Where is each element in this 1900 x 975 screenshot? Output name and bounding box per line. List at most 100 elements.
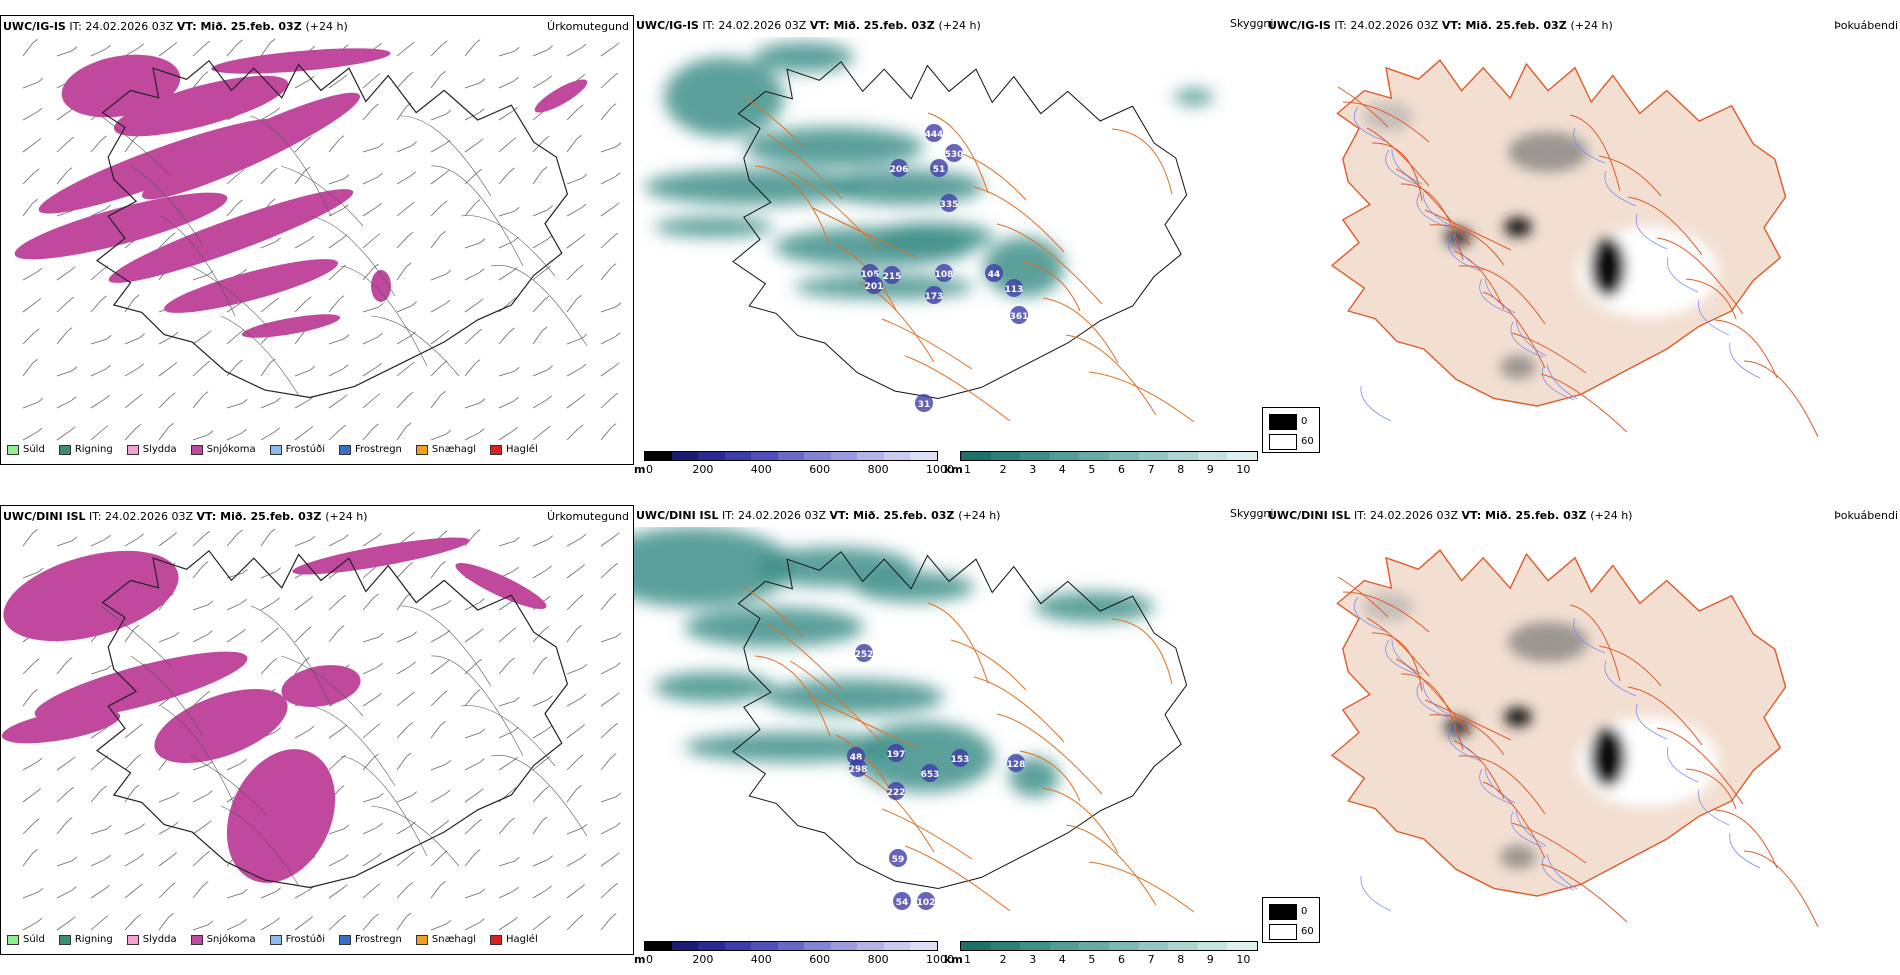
coastline — [732, 61, 1188, 400]
wind-barb — [124, 883, 143, 899]
colorbar-cell — [961, 942, 991, 950]
road-line — [1685, 768, 1737, 810]
wind-barb — [362, 103, 379, 121]
wind-barb — [328, 204, 349, 217]
legend-item-frostúði: Frostúði — [269, 934, 325, 945]
cloud-visibility-map: 252 48 197 153 298 653 128 222 59 54 102 — [634, 527, 1195, 913]
colorbar-cell — [1227, 452, 1257, 460]
cloud-base-label: 128 — [1007, 760, 1026, 770]
wind-barb — [464, 628, 484, 643]
river-line — [1542, 364, 1575, 401]
lead-time: (+24 h) — [958, 509, 1001, 522]
legend-label: Slydda — [142, 934, 177, 945]
wind-barb — [532, 565, 552, 579]
wind-barb — [328, 594, 346, 611]
wind-barb — [396, 422, 412, 441]
legend-label: Frostregn — [355, 934, 402, 945]
cloud-base-label: 206 — [890, 165, 909, 175]
road-line — [1366, 617, 1430, 677]
valid-time-label: VT: — [176, 20, 201, 33]
road-line — [1714, 809, 1778, 869]
wind-barb — [192, 790, 213, 803]
wind-barb — [328, 364, 349, 377]
legend-label: Snjókoma — [206, 444, 256, 455]
wind-barb — [532, 695, 553, 707]
wind-barb — [362, 332, 383, 345]
panel-title: Þokuábendi — [1834, 19, 1898, 32]
fog-legend-swatch — [1269, 414, 1297, 430]
road-line — [250, 115, 332, 217]
colorbar-cell — [698, 942, 725, 950]
wind-barb — [532, 205, 553, 217]
wind-barb — [566, 724, 586, 739]
road-line — [430, 165, 524, 267]
wind-barb — [226, 529, 243, 547]
wind-barb — [56, 536, 78, 547]
legend-swatch — [7, 444, 19, 455]
visibility-tick: 4 — [1058, 463, 1066, 476]
wind-barb — [22, 917, 43, 931]
snow-area — [61, 54, 181, 118]
river-line — [1698, 789, 1730, 826]
wind-barb — [226, 329, 245, 345]
road-line — [743, 586, 805, 638]
road-line — [996, 223, 1103, 305]
wind-barb — [260, 38, 276, 57]
visibility-tick: 6 — [1118, 953, 1125, 966]
colorbar-cell — [1020, 942, 1050, 950]
fog-legend-label: 60 — [1301, 436, 1314, 447]
wind-barb — [22, 328, 40, 345]
wind-barb — [600, 722, 618, 739]
river-line — [1385, 149, 1420, 186]
wind-barb — [532, 425, 551, 441]
cloud-base-label: 530 — [945, 150, 964, 160]
legend-swatch — [415, 934, 428, 945]
colorbar-cell — [1049, 942, 1080, 950]
wind-barb — [464, 398, 486, 409]
road-line — [950, 639, 1027, 691]
wind-barb — [124, 823, 145, 835]
snow-area — [14, 192, 228, 260]
river-line — [1604, 170, 1637, 207]
fog-legend: 0 60 — [1262, 407, 1320, 453]
legend-item-frostregn: Frostregn — [339, 934, 402, 945]
cloud-base-label: 102 — [917, 898, 936, 908]
cloud-base-blob — [849, 759, 867, 777]
wind-barb — [90, 364, 111, 377]
wind-barb — [362, 883, 381, 899]
cloud-base-blob — [935, 264, 953, 282]
legend-label: Frostregn — [355, 444, 402, 455]
wind-barb — [464, 598, 485, 611]
wind-barb — [90, 204, 111, 217]
wind-barb — [430, 170, 450, 185]
road-line — [1453, 250, 1505, 310]
wind-barb — [260, 427, 280, 441]
river-line — [1729, 832, 1761, 869]
legend-item-súld: Súld — [7, 444, 45, 455]
colorbar-cell — [804, 942, 831, 950]
cloud-base-blob — [921, 764, 939, 782]
init-time: IT: 24.02.2026 03Z — [1334, 19, 1442, 32]
wind-barb — [362, 172, 383, 185]
road-line — [766, 623, 843, 690]
wind-barb — [90, 334, 112, 345]
legend-label: Snæhagl — [431, 444, 477, 455]
legend-item-haglél: Haglél — [490, 444, 538, 455]
river-line — [1635, 703, 1668, 740]
cloud-base-blob — [917, 892, 935, 910]
wind-barb — [56, 886, 77, 899]
wind-barb — [56, 916, 76, 931]
wind-barb — [260, 358, 276, 377]
precip-type-map — [1, 528, 622, 931]
road-line — [789, 170, 881, 252]
fog-map — [1330, 549, 1819, 928]
wind-barb — [464, 888, 486, 899]
colorbar-cell — [830, 942, 858, 950]
model-name: UWC/DINI ISL — [636, 509, 719, 522]
cloud-base-label: 48 — [850, 753, 863, 763]
cloud-base-blob — [930, 159, 948, 177]
road-line — [812, 207, 919, 259]
colorbar-cell — [1227, 942, 1257, 950]
wind-barb — [498, 756, 518, 771]
